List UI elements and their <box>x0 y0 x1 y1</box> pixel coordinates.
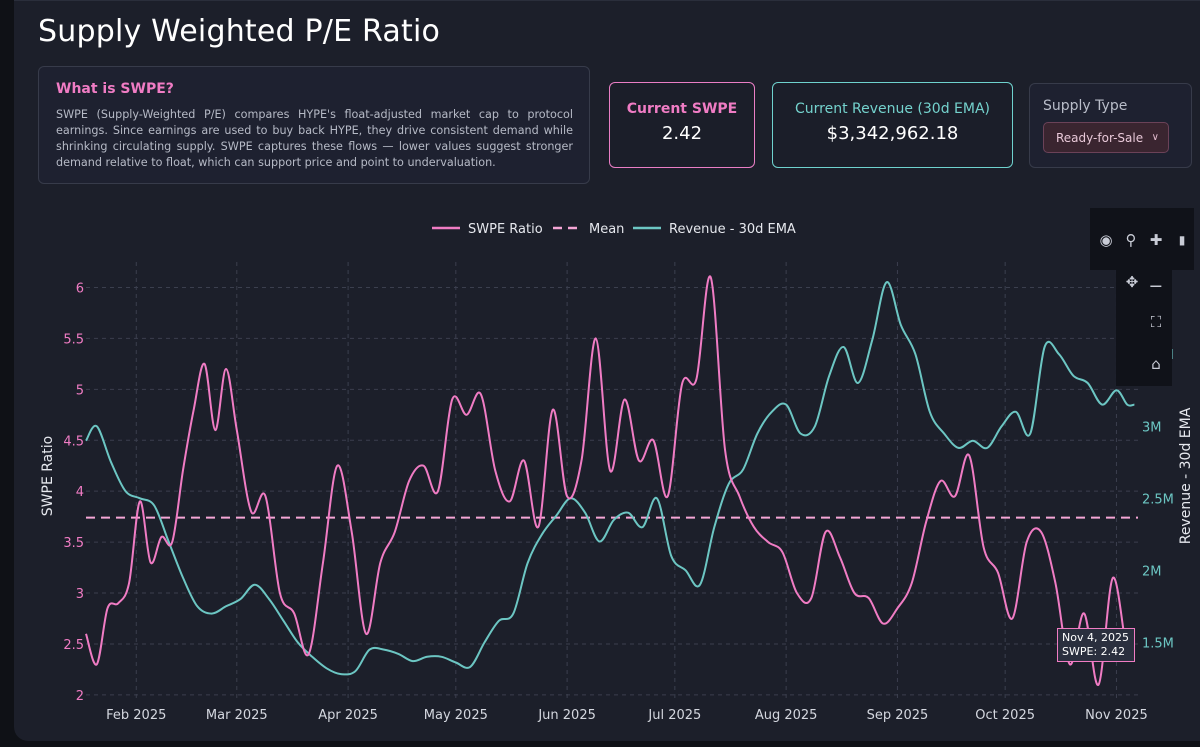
legend-item: Mean <box>589 222 624 237</box>
current-revenue-value: $3,342,962.18 <box>826 123 959 144</box>
legend-item: SWPE Ratio <box>468 222 543 237</box>
y2-tick-label: 3M <box>1142 420 1162 435</box>
supply-type-selected: Ready-for-Sale <box>1056 130 1144 145</box>
page-title: Supply Weighted P/E Ratio <box>38 14 441 49</box>
y-tick-label: 5 <box>76 383 84 398</box>
x-tick-label: Jul 2025 <box>647 708 701 723</box>
supply-type-select[interactable]: Ready-for-Sale ∨ <box>1043 122 1169 153</box>
hover-tooltip: Nov 4, 2025 SWPE: 2.42 <box>1057 628 1135 662</box>
supply-type-label: Supply Type <box>1043 98 1128 114</box>
x-tick-label: Aug 2025 <box>755 708 818 723</box>
y-axis-title: SWPE Ratio <box>40 436 56 516</box>
x-tick-label: Nov 2025 <box>1085 708 1148 723</box>
y-tick-label: 3 <box>76 587 84 602</box>
chart-series <box>85 275 1138 686</box>
y-tick-label: 2 <box>76 689 84 704</box>
x-tick-label: Apr 2025 <box>318 708 378 723</box>
chart-axes: 6 5.5 5 4.5 4 3.5 3 2.5 2 Feb 2025 Mar 2025 Apr 202… <box>40 276 1194 723</box>
x-tick-label: Sep 2025 <box>867 708 929 723</box>
chart-legend: SWPE Ratio Mean Revenue - 30d EMA <box>432 222 796 237</box>
legend-item: Revenue - 30d EMA <box>669 222 796 237</box>
pan-icon[interactable]: ✥ <box>1125 273 1139 291</box>
y2-axis-title: Revenue - 30d EMA <box>1178 407 1194 544</box>
zoom-in-icon[interactable]: ✚ <box>1149 231 1163 249</box>
chevron-down-icon: ∨ <box>1151 132 1159 143</box>
chart-toolbar-secondary: ✥ ⚊ ⛶ ⌂ <box>1116 266 1172 386</box>
info-title: What is SWPE? <box>56 81 174 97</box>
chart-toolbar: ◉ ⚲ ✚ ▮ <box>1090 208 1194 270</box>
current-swpe-value: 2.42 <box>661 123 703 144</box>
y-tick-label: 5.5 <box>63 332 84 347</box>
y2-tick-label: 1.5M <box>1142 636 1174 651</box>
current-swpe-label: Current SWPE <box>626 101 738 117</box>
reset-axes-icon[interactable]: ⛶ <box>1150 313 1162 331</box>
y-tick-label: 4 <box>76 485 84 500</box>
current-revenue-card: Current Revenue (30d EMA) $3,342,962.18 <box>772 82 1013 168</box>
x-tick-label: Jun 2025 <box>537 708 596 723</box>
chart-grid <box>86 262 1138 700</box>
info-text: SWPE (Supply-Weighted P/E) compares HYPE… <box>56 108 573 169</box>
y-tick-label: 2.5 <box>63 638 84 653</box>
y-tick-label: 4.5 <box>63 434 84 449</box>
info-box: What is SWPE? SWPE (Supply-Weighted P/E)… <box>38 66 590 184</box>
tooltip-value: SWPE: 2.42 <box>1062 645 1126 658</box>
current-revenue-label: Current Revenue (30d EMA) <box>794 101 991 117</box>
current-swpe-card: Current SWPE 2.42 <box>609 82 755 168</box>
supply-type-box: Supply Type Ready-for-Sale ∨ <box>1029 83 1192 168</box>
y-tick-label: 6 <box>76 281 84 296</box>
camera-icon[interactable]: ◉ <box>1099 231 1113 249</box>
home-icon[interactable]: ⌂ <box>1151 355 1161 373</box>
revenue-ema-line <box>85 281 1135 676</box>
y-tick-label: 3.5 <box>63 536 84 551</box>
zoom-out-icon[interactable]: ⚊ <box>1149 273 1163 291</box>
x-tick-label: May 2025 <box>424 708 488 723</box>
tooltip-date: Nov 4, 2025 <box>1062 631 1129 644</box>
zoom-icon[interactable]: ⚲ <box>1125 231 1137 249</box>
swpe-ratio-line <box>85 275 1136 686</box>
y2-tick-label: 2M <box>1142 564 1162 579</box>
x-tick-label: Feb 2025 <box>106 708 166 723</box>
x-tick-label: Mar 2025 <box>206 708 268 723</box>
x-tick-label: Oct 2025 <box>975 708 1035 723</box>
autoscale-icon[interactable]: ▮ <box>1178 233 1186 247</box>
y2-tick-label: 2.5M <box>1142 492 1174 507</box>
